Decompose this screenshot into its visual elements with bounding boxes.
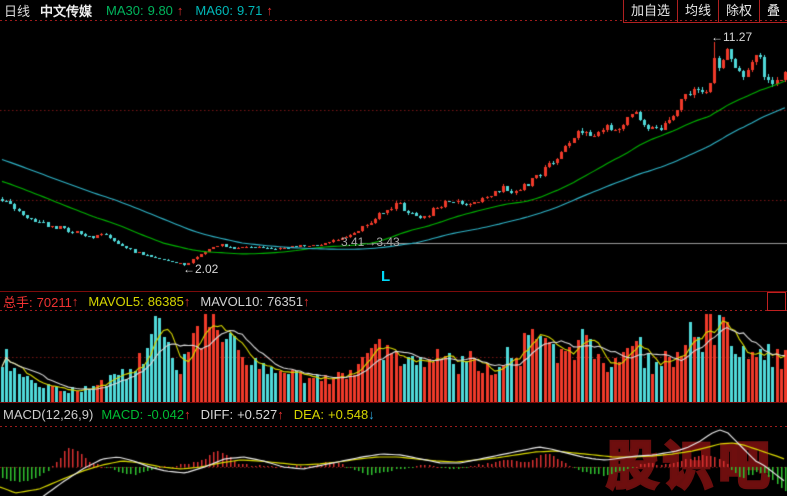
- ma60-label: MA60:: [195, 2, 233, 18]
- stock-name: 中文传媒: [40, 3, 93, 19]
- dea-value: +0.548: [328, 406, 369, 422]
- diff-value: +0.527: [237, 406, 278, 422]
- macd-value: -0.042: [147, 406, 185, 422]
- ma60-readout: MA60: 9.71: [195, 3, 262, 18]
- stock-info: 日线 中文传媒 MA30: 9.80 ↑ MA60: 9.71 ↑: [0, 1, 273, 20]
- total-volume-up-arrow-icon: ↑: [71, 293, 79, 309]
- volume-header-divider: [0, 310, 787, 311]
- period-label: 日线: [4, 3, 31, 19]
- moving-average-button[interactable]: 均线: [676, 0, 718, 22]
- mavol5-readout: MAVOL5: 86385: [88, 294, 184, 309]
- macd-up-arrow-icon: ↑: [184, 406, 191, 422]
- mavol5-value: 86385: [147, 293, 184, 309]
- total-volume-label: 总手:: [3, 294, 33, 310]
- ma30-value: 9.80: [147, 2, 173, 18]
- topbar-divider: [0, 20, 787, 21]
- toolbar-buttons: 加自选 均线 除权 叠: [622, 0, 787, 23]
- macd-params: MACD(12,26,9): [3, 406, 94, 422]
- mavol10-readout: MAVOL10: 76351: [200, 294, 303, 309]
- candlestick-chart[interactable]: [0, 21, 787, 291]
- overlay-button[interactable]: 叠: [758, 0, 787, 22]
- main-volume-divider: [0, 291, 787, 292]
- ex-rights-button[interactable]: 除权: [717, 0, 759, 22]
- low-price-annotation: ←2.02: [183, 262, 219, 276]
- diff-up-arrow-icon: ↑: [277, 406, 284, 422]
- volume-pane-corner-widget[interactable]: [767, 292, 786, 311]
- volume-macd-divider: [0, 402, 787, 403]
- volume-chart[interactable]: [0, 311, 787, 402]
- dea-down-arrow-icon: ↓: [368, 406, 375, 422]
- mavol10-up-arrow-icon: ↑: [303, 293, 310, 309]
- mavol5-up-arrow-icon: ↑: [183, 293, 191, 309]
- gap-price-annotation: 3.41→3.43: [341, 235, 400, 249]
- total-volume-value: 70211: [36, 294, 72, 310]
- total-volume-readout: 总手: 70211: [3, 292, 72, 311]
- ma60-value: 9.71: [237, 2, 263, 18]
- macd-readout: MACD: -0.042: [101, 407, 184, 422]
- l-signal-marker: L: [381, 268, 391, 285]
- dea-readout: DEA: +0.548: [294, 407, 368, 422]
- volume-header: 总手: 70211 ↑ MAVOL5: 86385 ↑ MAVOL10: 76351 ↑: [0, 292, 787, 310]
- mavol10-label: MAVOL10:: [200, 293, 263, 309]
- ma30-up-arrow-icon: ↑: [176, 2, 184, 18]
- macd-header: MACD(12,26,9) MACD: -0.042 ↑ DIFF: +0.527 ↑ …: [0, 403, 787, 425]
- peak-price-annotation: ←11.27: [711, 30, 753, 44]
- mavol10-value: 76351: [266, 293, 304, 309]
- mavol5-label: MAVOL5:: [88, 293, 144, 309]
- macd-header-divider: [0, 426, 787, 427]
- macd-chart[interactable]: [0, 427, 787, 496]
- ma30-label: MA30:: [106, 2, 144, 18]
- ma60-up-arrow-icon: ↑: [266, 2, 273, 18]
- ma30-readout: MA30: 9.80: [106, 3, 173, 18]
- diff-label: DIFF:: [200, 406, 234, 422]
- diff-readout: DIFF: +0.527: [201, 407, 278, 422]
- add-to-watchlist-button[interactable]: 加自选: [622, 0, 677, 22]
- dea-label: DEA:: [293, 406, 325, 422]
- macd-label: MACD:: [101, 406, 144, 422]
- top-bar: 日线 中文传媒 MA30: 9.80 ↑ MA60: 9.71 ↑ 加自选 均线 除权 …: [0, 0, 787, 23]
